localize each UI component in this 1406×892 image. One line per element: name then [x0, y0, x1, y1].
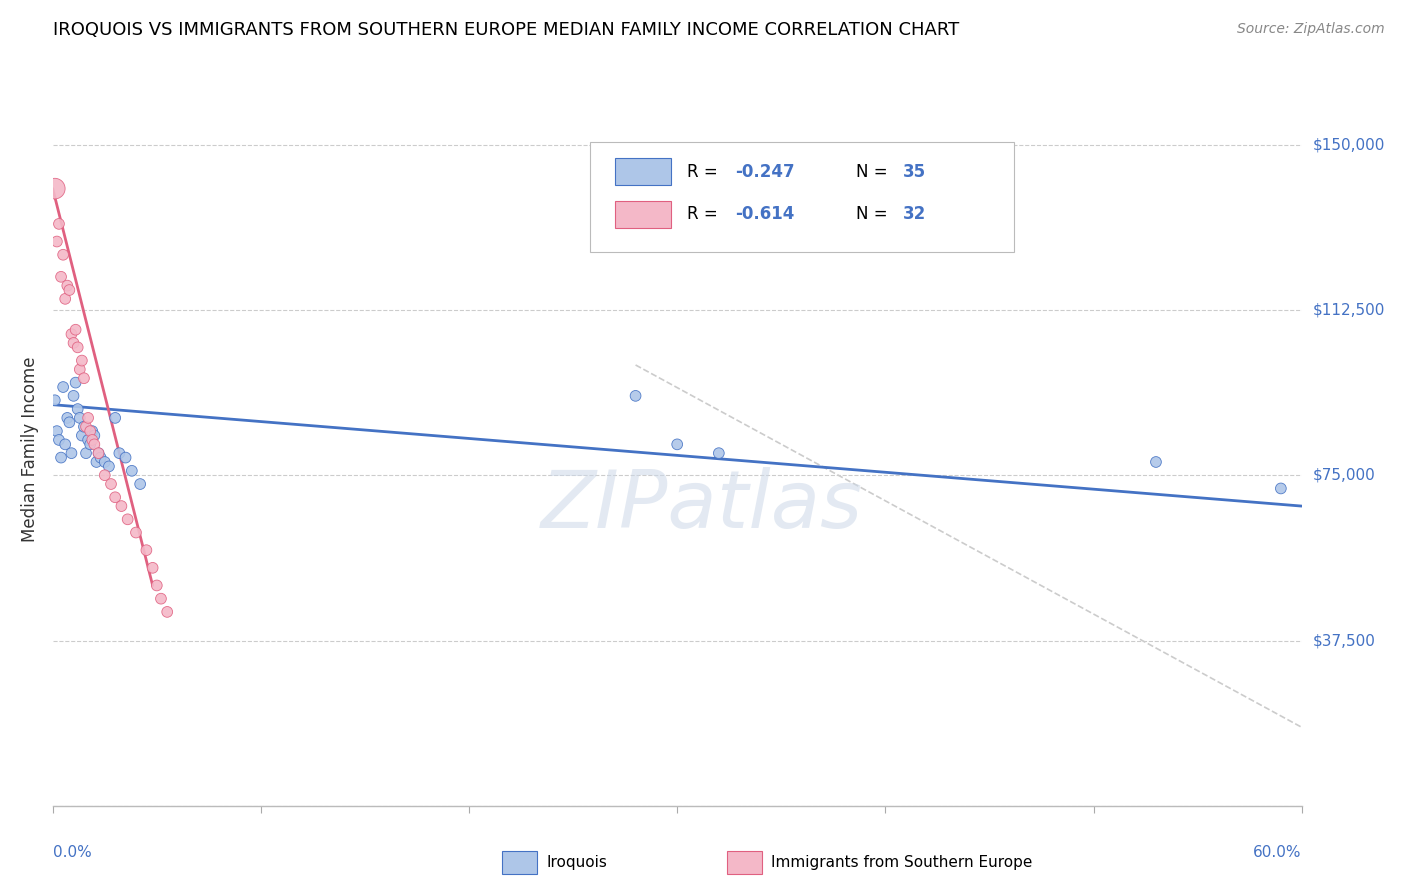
- Point: [70, 428, 93, 442]
- Point: [125, 525, 148, 540]
- Point: [58, 415, 80, 429]
- Point: [82, 424, 104, 438]
- Point: [83, 437, 105, 451]
- Text: Iroquois: Iroquois: [546, 855, 607, 870]
- Point: [624, 389, 647, 403]
- Point: [79, 437, 101, 451]
- Text: IROQUOIS VS IMMIGRANTS FROM SOUTHERN EUROPE MEDIAN FAMILY INCOME CORRELATION CHA: IROQUOIS VS IMMIGRANTS FROM SOUTHERN EUR…: [52, 21, 959, 39]
- Point: [56, 410, 79, 425]
- Text: $37,500: $37,500: [1313, 633, 1375, 648]
- Point: [56, 278, 79, 293]
- Point: [73, 419, 96, 434]
- Point: [100, 477, 122, 491]
- Y-axis label: Median Family Income: Median Family Income: [21, 356, 39, 541]
- Point: [94, 455, 117, 469]
- Point: [48, 433, 70, 447]
- Point: [82, 433, 104, 447]
- Point: [48, 217, 70, 231]
- Point: [87, 446, 110, 460]
- Point: [69, 410, 91, 425]
- Point: [129, 477, 152, 491]
- Text: 35: 35: [903, 162, 927, 180]
- Point: [1270, 482, 1292, 496]
- Point: [110, 499, 132, 513]
- Point: [104, 490, 127, 504]
- Point: [117, 512, 139, 526]
- Bar: [727, 851, 762, 874]
- Text: $112,500: $112,500: [1313, 302, 1385, 318]
- Point: [146, 578, 169, 592]
- Point: [62, 389, 84, 403]
- Point: [49, 269, 72, 284]
- Point: [65, 323, 87, 337]
- Point: [52, 248, 75, 262]
- Point: [114, 450, 136, 465]
- Bar: [502, 851, 537, 874]
- Point: [69, 362, 91, 376]
- Text: R =: R =: [688, 205, 723, 224]
- Point: [44, 181, 66, 195]
- Point: [53, 292, 76, 306]
- Point: [666, 437, 689, 451]
- Text: 60.0%: 60.0%: [1253, 845, 1302, 860]
- Text: $75,000: $75,000: [1313, 467, 1375, 483]
- Point: [60, 446, 83, 460]
- Text: N =: N =: [856, 162, 893, 180]
- Text: N =: N =: [856, 205, 893, 224]
- Text: -0.247: -0.247: [735, 162, 794, 180]
- Point: [60, 327, 83, 342]
- Point: [66, 402, 89, 417]
- Text: R =: R =: [688, 162, 723, 180]
- Text: Source: ZipAtlas.com: Source: ZipAtlas.com: [1237, 22, 1385, 37]
- Point: [86, 455, 108, 469]
- Bar: [614, 158, 671, 186]
- Text: -0.614: -0.614: [735, 205, 794, 224]
- Point: [707, 446, 730, 460]
- Point: [149, 591, 172, 606]
- Point: [156, 605, 179, 619]
- FancyBboxPatch shape: [589, 142, 1014, 252]
- Point: [62, 335, 84, 350]
- Point: [52, 380, 75, 394]
- Text: Immigrants from Southern Europe: Immigrants from Southern Europe: [770, 855, 1032, 870]
- Point: [79, 424, 101, 438]
- Point: [75, 446, 97, 460]
- Point: [83, 428, 105, 442]
- Point: [53, 437, 76, 451]
- Point: [77, 410, 100, 425]
- Point: [142, 561, 165, 575]
- Point: [77, 433, 100, 447]
- Text: 0.0%: 0.0%: [52, 845, 91, 860]
- Point: [90, 450, 112, 465]
- Point: [97, 459, 120, 474]
- Point: [45, 235, 67, 249]
- Text: $150,000: $150,000: [1313, 137, 1385, 152]
- Point: [58, 283, 80, 297]
- Point: [104, 410, 127, 425]
- Text: ZIPatlas: ZIPatlas: [541, 467, 863, 545]
- Point: [121, 464, 143, 478]
- Point: [1144, 455, 1167, 469]
- Point: [94, 468, 117, 483]
- Point: [66, 340, 89, 354]
- Point: [75, 419, 97, 434]
- Point: [87, 446, 110, 460]
- Point: [44, 393, 66, 408]
- Point: [135, 543, 157, 558]
- Point: [70, 353, 93, 368]
- Point: [45, 424, 67, 438]
- Bar: [614, 201, 671, 228]
- Point: [73, 371, 96, 385]
- Point: [108, 446, 131, 460]
- Point: [65, 376, 87, 390]
- Point: [49, 450, 72, 465]
- Text: 32: 32: [903, 205, 927, 224]
